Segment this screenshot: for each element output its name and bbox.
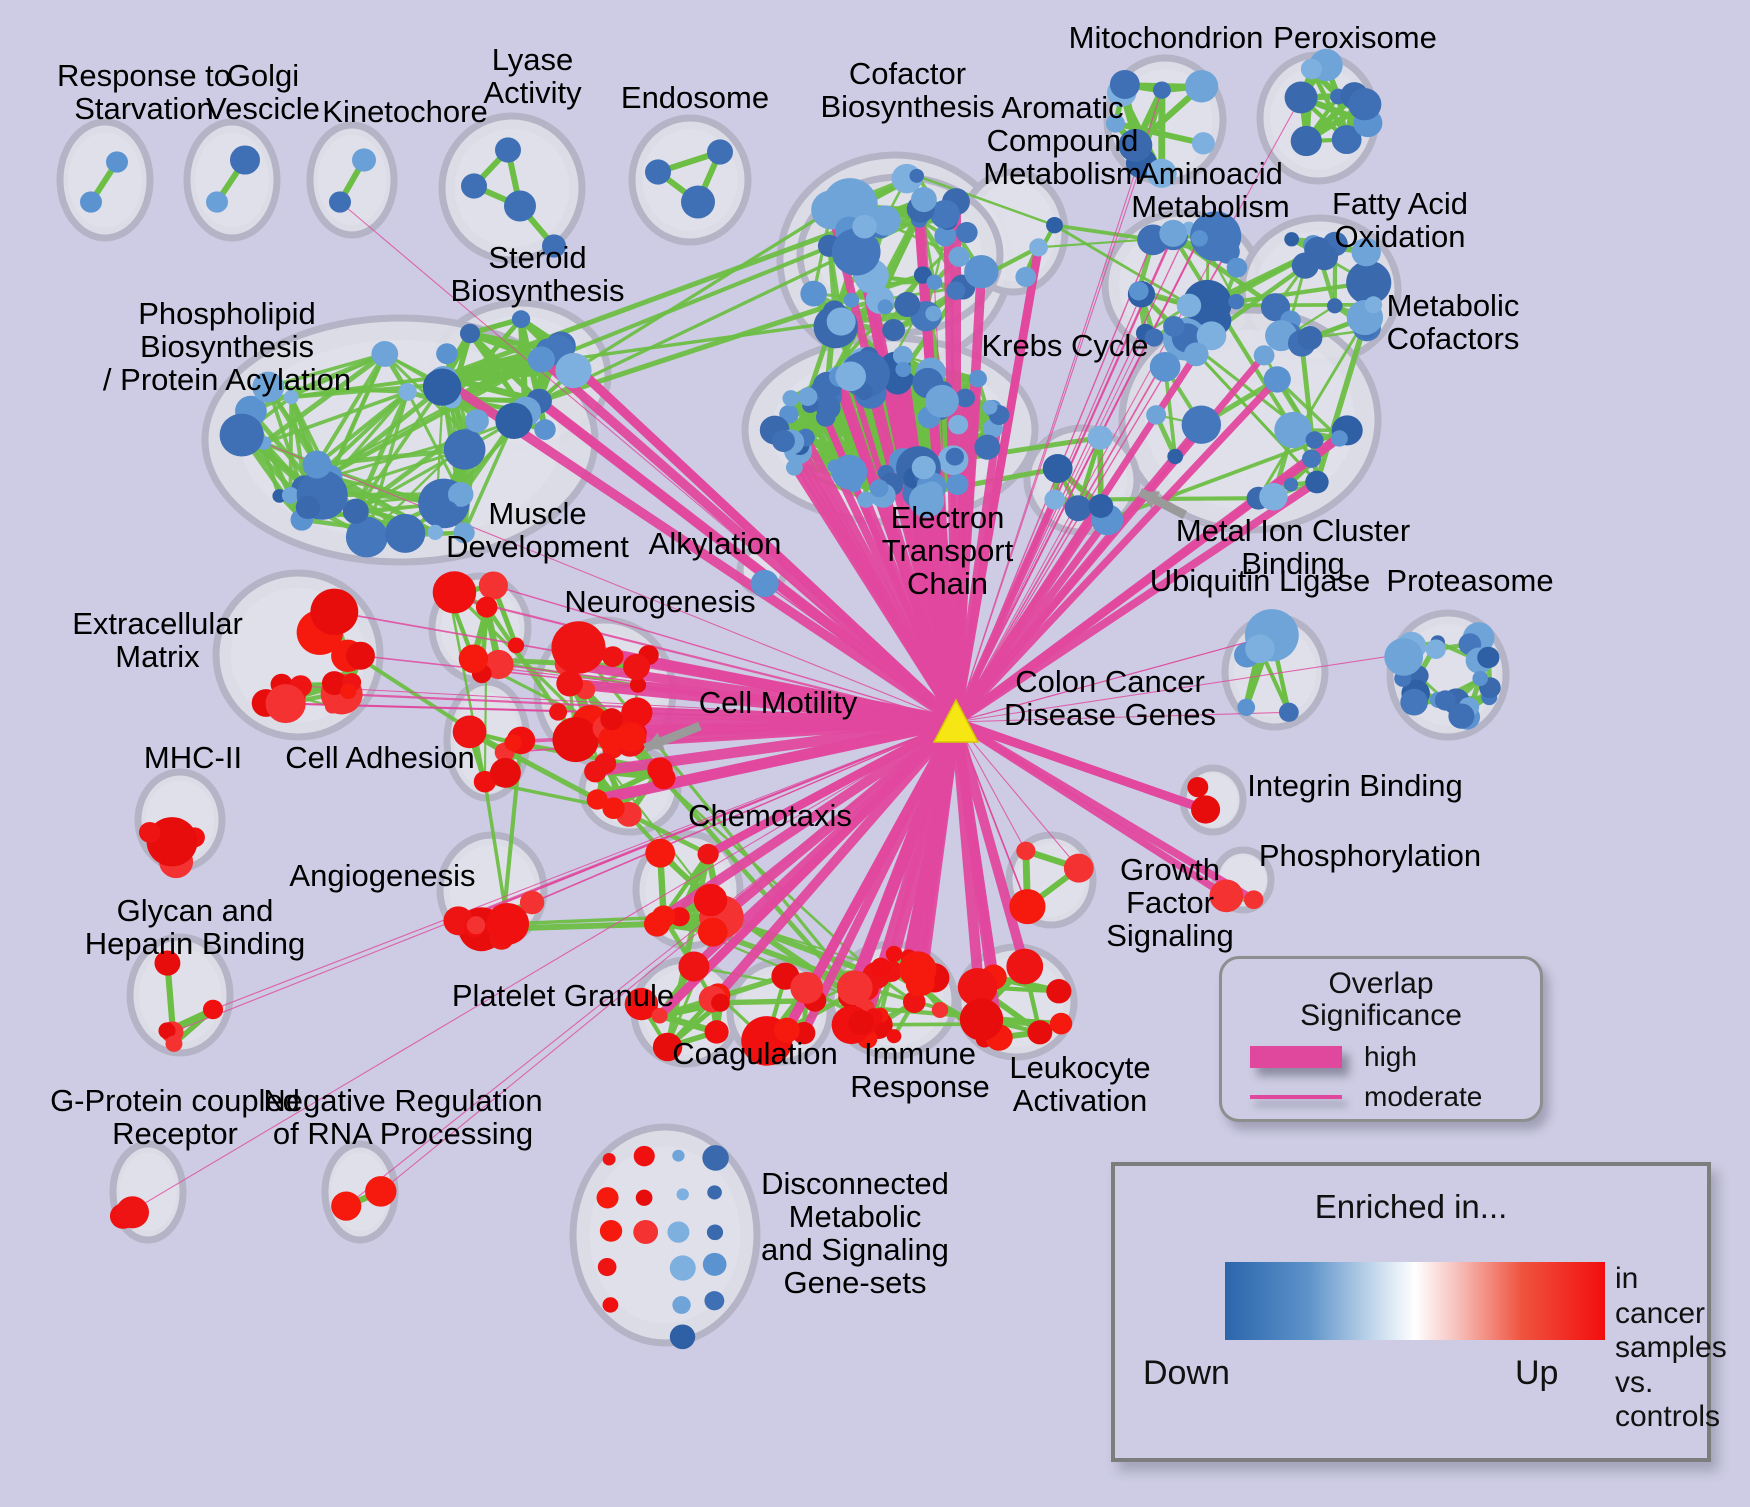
legend-enriched-title: Enriched in...: [1314, 1188, 1508, 1225]
legend-overlap-significance: Overlap Significance high moderate: [1219, 956, 1543, 1122]
legend-moderate-label: moderate: [1364, 1080, 1483, 1112]
gradient-high-label: Up: [1515, 1354, 1559, 1392]
gradient-low-label: Down: [1143, 1354, 1230, 1392]
edge-swatch-moderate: [1250, 1094, 1342, 1099]
hub-edges: [122, 89, 1436, 1217]
legend-row-moderate: moderate: [1222, 1081, 1540, 1113]
color-gradient-bar: [1225, 1262, 1605, 1340]
edge-swatch-high: [1250, 1045, 1342, 1068]
pointer-arrows: [643, 487, 1188, 753]
legend-enriched-in: Enriched in... Down Up in cancer samples…: [1111, 1162, 1727, 1462]
hub-node: [932, 698, 980, 743]
legend-high-label: high: [1364, 1040, 1417, 1072]
legend-overlap-title: Overlap Significance: [1300, 967, 1462, 1033]
pointer-arrow: [1137, 487, 1188, 520]
pointer-arrow: [643, 721, 702, 753]
gradient-context-label: in cancer samples vs. controls: [1615, 1262, 1727, 1433]
gene-set-nodes: [80, 48, 1501, 1350]
legend-row-high: high: [1222, 1041, 1540, 1073]
